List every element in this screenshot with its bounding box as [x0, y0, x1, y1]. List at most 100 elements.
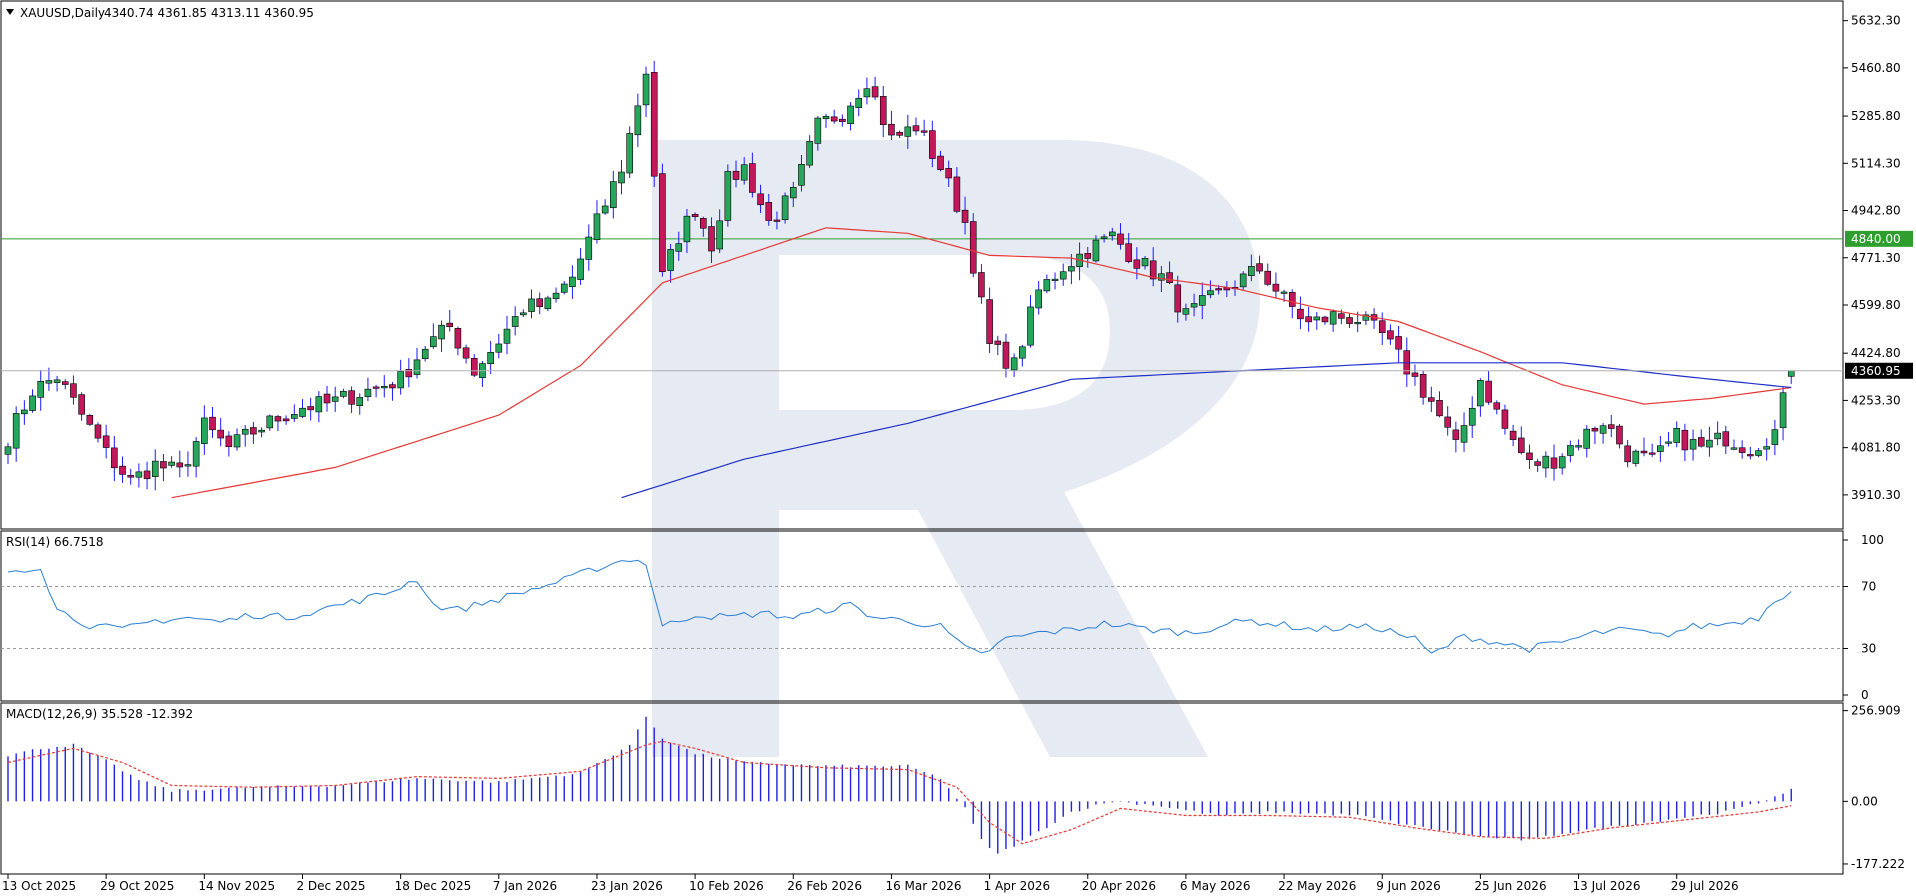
candle[interactable] [307, 397, 314, 421]
candle[interactable] [53, 375, 61, 392]
candle[interactable] [1100, 234, 1108, 243]
candle[interactable] [1387, 324, 1394, 345]
candle[interactable] [1362, 311, 1370, 326]
candle[interactable] [1436, 391, 1443, 418]
candle[interactable] [912, 117, 920, 136]
candle[interactable] [511, 306, 519, 336]
candle[interactable] [1763, 438, 1770, 461]
candle[interactable] [569, 265, 576, 299]
candle[interactable] [1444, 406, 1451, 436]
candle[interactable] [929, 120, 936, 168]
candle[interactable] [1755, 448, 1762, 458]
candle[interactable] [1616, 424, 1623, 449]
candle[interactable] [299, 399, 306, 419]
candle[interactable] [1460, 412, 1468, 452]
rsi-pane[interactable]: 100 70 30 0 [1, 533, 1884, 702]
candle[interactable] [274, 414, 282, 432]
candle[interactable] [618, 160, 625, 195]
candle[interactable] [699, 216, 707, 237]
candle[interactable] [94, 422, 102, 443]
candle[interactable] [1207, 280, 1214, 299]
candle[interactable] [1141, 256, 1149, 270]
candle[interactable] [1509, 424, 1517, 447]
candle[interactable] [1607, 414, 1615, 438]
candle[interactable] [1329, 309, 1337, 332]
candle[interactable] [1182, 303, 1190, 321]
candle[interactable] [1518, 426, 1525, 455]
rsi-line[interactable] [7, 559, 1792, 654]
candle[interactable] [503, 315, 511, 355]
candle[interactable] [937, 150, 944, 172]
candle[interactable] [1771, 419, 1779, 456]
candle[interactable] [855, 89, 863, 117]
candle[interactable] [438, 320, 445, 353]
candle[interactable] [1346, 313, 1353, 329]
candle[interactable] [896, 130, 903, 138]
candle[interactable] [1264, 263, 1272, 286]
candle[interactable] [773, 211, 781, 230]
candle[interactable] [1059, 263, 1067, 286]
candle[interactable] [675, 231, 683, 261]
candle[interactable] [372, 384, 380, 398]
candle[interactable] [1166, 261, 1173, 285]
candle[interactable] [650, 60, 658, 188]
candle[interactable] [953, 167, 961, 214]
candle[interactable] [1640, 437, 1648, 457]
candle[interactable] [1673, 421, 1681, 448]
candle[interactable] [1395, 325, 1402, 363]
candle[interactable] [1591, 426, 1599, 445]
candle[interactable] [1117, 223, 1124, 250]
candle[interactable] [839, 114, 846, 127]
candle[interactable] [1542, 451, 1550, 478]
candle[interactable] [45, 367, 53, 391]
candle[interactable] [70, 375, 77, 405]
candle[interactable] [454, 326, 462, 356]
candle[interactable] [1272, 272, 1280, 298]
candle[interactable] [969, 213, 977, 278]
candle[interactable] [1583, 425, 1591, 458]
candle[interactable] [1779, 386, 1787, 441]
candle[interactable] [217, 417, 224, 447]
candle[interactable] [642, 66, 650, 117]
candle[interactable] [495, 333, 503, 359]
candle[interactable] [978, 264, 985, 304]
candle[interactable] [487, 340, 494, 375]
candle[interactable] [1092, 235, 1100, 263]
candle[interactable] [413, 347, 421, 379]
candle[interactable] [127, 468, 134, 485]
candle[interactable] [356, 393, 364, 415]
price-pane[interactable]: 5632.30 5460.80 5285.80 5114.30 4942.80 4771.… [1, 14, 1913, 502]
candle[interactable] [119, 456, 126, 483]
candle[interactable] [1706, 426, 1713, 457]
candle[interactable] [184, 451, 192, 477]
candle[interactable] [593, 200, 601, 244]
candle[interactable] [830, 109, 838, 124]
candle[interactable] [626, 126, 633, 179]
moving-average-fast[interactable] [171, 227, 1792, 499]
candle[interactable] [585, 224, 593, 271]
candle[interactable] [1738, 440, 1746, 459]
candle[interactable] [1051, 272, 1059, 290]
candle[interactable] [847, 102, 854, 131]
candle[interactable] [1558, 453, 1566, 475]
candle[interactable] [61, 379, 69, 390]
candle[interactable] [520, 309, 527, 318]
candle[interactable] [1403, 337, 1411, 387]
candle[interactable] [462, 344, 470, 364]
candle[interactable] [1198, 282, 1206, 320]
candle[interactable] [781, 192, 789, 224]
candle[interactable] [1149, 247, 1157, 287]
candle[interactable] [1526, 444, 1533, 469]
candle[interactable] [1428, 386, 1435, 413]
candle[interactable] [863, 77, 871, 105]
candle[interactable] [1378, 312, 1386, 345]
candle[interactable] [536, 292, 544, 315]
candle[interactable] [1027, 295, 1034, 348]
candle[interactable] [389, 381, 396, 401]
candle[interactable] [1730, 439, 1738, 451]
candle[interactable] [192, 437, 200, 478]
candle[interactable] [1313, 312, 1321, 330]
candle[interactable] [577, 248, 584, 285]
candle[interactable] [29, 389, 36, 413]
candle[interactable] [1109, 227, 1116, 241]
